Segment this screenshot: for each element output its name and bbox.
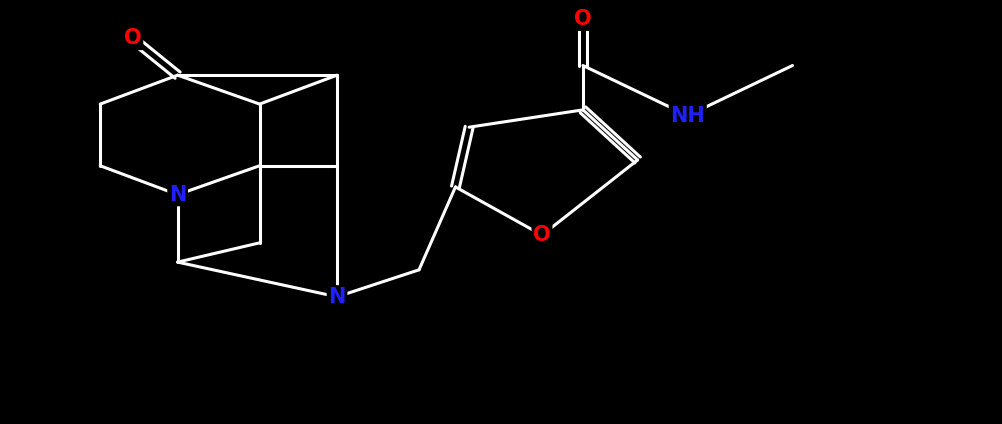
Text: N: N (329, 287, 346, 307)
Text: NH: NH (670, 106, 705, 126)
Text: O: O (124, 28, 141, 48)
Text: O: O (533, 225, 551, 245)
Text: O: O (574, 9, 592, 29)
Text: N: N (169, 185, 186, 205)
